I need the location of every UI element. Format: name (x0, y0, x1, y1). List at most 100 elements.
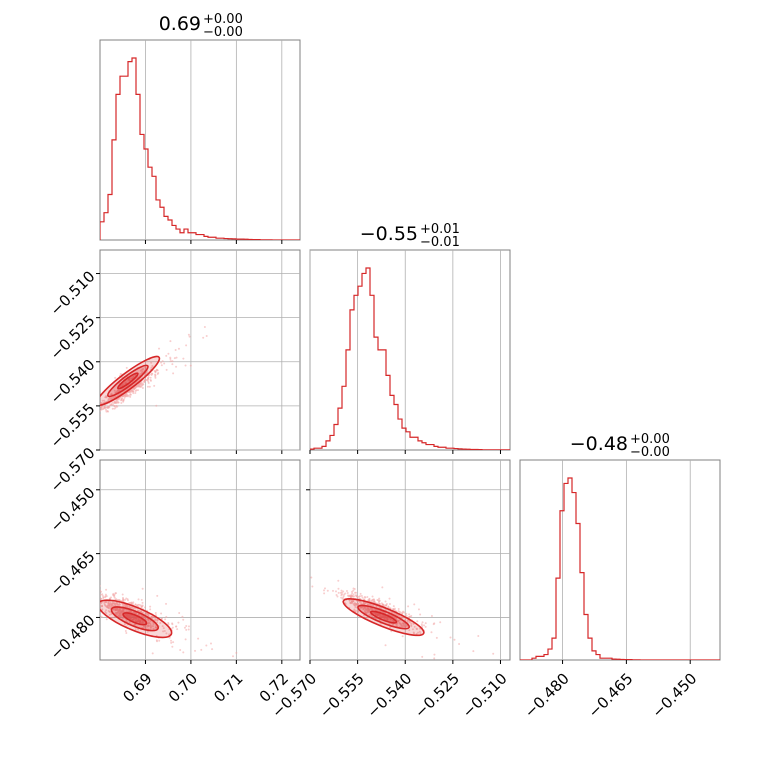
scatter-2-1-point (337, 588, 339, 590)
scatter-2-1-point (385, 644, 387, 646)
scatter-1-0-ylabel-3: −0.525 (47, 311, 99, 363)
hist-0-frame (100, 40, 300, 240)
scatter-2-1-point (364, 597, 366, 599)
scatter-2-1-point (372, 599, 374, 601)
scatter-2-0-point (97, 598, 99, 600)
scatter-1-0-ylabel-1: −0.555 (47, 400, 99, 452)
scatter-1-0-point (112, 402, 114, 404)
scatter-2-0-point (182, 619, 184, 621)
scatter-2-0-point (95, 591, 97, 593)
scatter-1-0-point (155, 370, 157, 372)
scatter-2-0-point (97, 598, 99, 600)
scatter-2-1-point (360, 593, 362, 595)
scatter-2-1-point (458, 643, 460, 645)
scatter-2-1-point (366, 596, 368, 598)
hist-1-steps (310, 268, 510, 450)
scatter-2-0-point (97, 601, 99, 603)
scatter-1-0-point (204, 326, 206, 328)
scatter-2-1-point (492, 653, 494, 655)
scatter-1-0-point (134, 392, 136, 394)
title-minus: −0.01 (420, 235, 460, 250)
scatter-2-1-point (351, 591, 353, 593)
scatter-2-1-point (346, 590, 348, 592)
scatter-2-0-point (184, 627, 186, 629)
scatter-2-1-point (378, 601, 380, 603)
scatter-1-0-point (162, 360, 164, 362)
scatter-1-0-point (185, 364, 187, 366)
scatter-1-0-point (129, 396, 131, 398)
scatter-2-1-point (418, 608, 420, 610)
scatter-1-0-point (122, 401, 124, 403)
scatter-2-0-point (89, 600, 91, 602)
scatter-2-0-point (164, 618, 166, 620)
scatter-2-0-point (92, 599, 94, 601)
scatter-2-0-point (101, 616, 103, 618)
scatter-2-1-point (381, 586, 383, 588)
scatter-1-0-point (171, 363, 173, 365)
scatter-2-1-point (344, 593, 346, 595)
scatter-2-1-point (353, 594, 355, 596)
scatter-2-1-point (347, 595, 349, 597)
scatter-2-0-point (96, 602, 98, 604)
scatter-1-0-point (157, 369, 159, 371)
scatter-2-0-point (171, 623, 173, 625)
scatter-1-0-point (154, 375, 156, 377)
scatter-2-0-point (200, 649, 202, 651)
title-hist-1: −0.55 +0.01 −0.01 (360, 222, 460, 250)
scatter-2-0-point (178, 612, 180, 614)
scatter-1-0-point (103, 407, 105, 409)
scatter-2-0-point (104, 595, 106, 597)
scatter-1-0-point (149, 386, 151, 388)
scatter-2-1-point (361, 595, 363, 597)
hist-0-steps (100, 58, 300, 240)
scatter-2-1-point (386, 603, 388, 605)
scatter-2-0-point (135, 604, 137, 606)
scatter-2-0-point (122, 593, 124, 595)
scatter-1-0-point (188, 334, 190, 336)
scatter-1-0-ylabel-4: −0.510 (47, 267, 99, 319)
scatter-2-0-point (171, 646, 173, 648)
scatter-1-0-point (155, 405, 157, 407)
scatter-2-0-xlabel-0: 0.69 (119, 670, 155, 706)
scatter-2-0-point (132, 601, 134, 603)
hist-2-xlabel-1: −0.465 (585, 670, 637, 722)
scatter-1-0-point (148, 382, 150, 384)
scatter-2-0-point (95, 587, 97, 589)
scatter-2-0-point (232, 655, 234, 657)
scatter-2-0-point (87, 602, 89, 604)
scatter-2-0-ylabel-0: −0.480 (47, 611, 99, 663)
scatter-2-0-xlabel-1: 0.70 (165, 670, 201, 706)
scatter-1-0-point (190, 365, 192, 367)
scatter-1-0-point (175, 366, 177, 368)
scatter-2-0-point (91, 591, 93, 593)
scatter-2-0-point (91, 597, 93, 599)
scatter-2-0-point (158, 640, 160, 642)
scatter-2-0-point (197, 638, 199, 640)
scatter-1-0-point (130, 394, 132, 396)
scatter-1-0-point (172, 372, 174, 374)
scatter-2-0-point (142, 588, 144, 590)
title-minus: −0.00 (630, 445, 670, 460)
scatter-1-0-point (185, 344, 187, 346)
scatter-1-0-point (121, 398, 123, 400)
scatter-1-0-point (150, 379, 152, 381)
scatter-1-0-point (174, 357, 176, 359)
scatter-2-0-point (97, 599, 99, 601)
title-minus: −0.00 (203, 25, 243, 40)
scatter-2-1-point (381, 604, 383, 606)
scatter-1-0-point (163, 362, 165, 364)
scatter-2-0-point (170, 640, 172, 642)
scatter-2-0-point (138, 598, 140, 600)
scatter-1-0-frame (100, 250, 300, 450)
scatter-2-0-point (235, 652, 237, 654)
scatter-2-0-point (167, 622, 169, 624)
scatter-2-1-point (376, 599, 378, 601)
scatter-1-0-point (107, 407, 109, 409)
scatter-1-0-point (147, 386, 149, 388)
scatter-2-0-point (161, 618, 163, 620)
scatter-2-0-point (96, 594, 98, 596)
scatter-1-0-point (171, 360, 173, 362)
scatter-2-0-point (160, 613, 162, 615)
scatter-2-0-point (142, 602, 144, 604)
title-hist-2: −0.48 +0.00 −0.00 (570, 432, 670, 460)
